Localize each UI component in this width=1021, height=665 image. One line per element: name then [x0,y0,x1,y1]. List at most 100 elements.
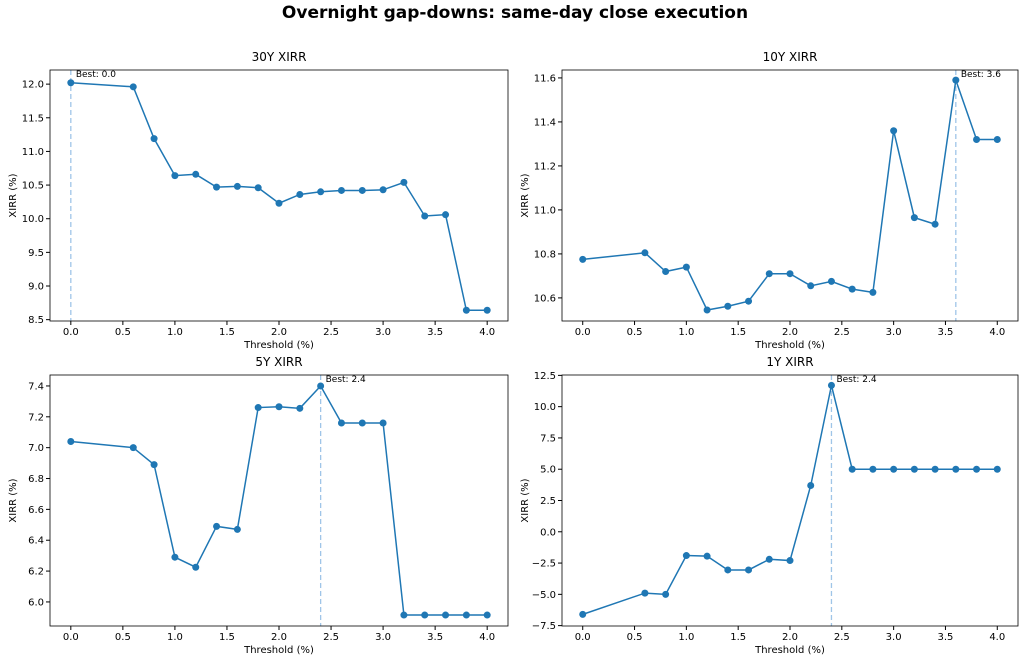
point [275,199,283,207]
y-axis-label: XIRR (%) [8,478,19,522]
point [807,481,815,489]
x-tick-label: 1.0 [678,327,694,338]
point [213,522,221,530]
x-tick-label: 1.0 [167,327,183,338]
series-line [70,384,488,616]
point [254,184,262,192]
point [745,566,753,574]
point [129,444,137,452]
point [662,268,670,276]
point [233,182,241,190]
point [641,249,649,257]
x-tick-label: 3.5 [938,632,954,643]
point [358,419,366,427]
best-annotation: Best: 2.4 [836,375,876,385]
point [890,127,898,135]
x-tick-label: 4.0 [989,632,1005,643]
x-tick-label: 2.0 [782,327,798,338]
x-tick-label: 0.5 [627,632,643,643]
point [400,178,408,186]
point [724,302,732,310]
subplot-title: 1Y XIRR [766,355,813,369]
y-tick-label: 7.4 [28,381,44,392]
y-tick-label: 10.5 [22,181,44,192]
point [869,465,877,473]
point [254,404,262,412]
y-tick-label: −2.5 [532,559,556,570]
x-tick-label: 2.5 [834,327,850,338]
point [192,563,200,571]
x-tick-label: 1.5 [219,632,235,643]
series-line [70,82,488,311]
point [993,136,1001,144]
x-axis-label: Threshold (%) [754,340,825,351]
point [952,465,960,473]
x-axis-label: Threshold (%) [754,645,825,656]
x-tick-label: 1.0 [167,632,183,643]
x-axis-label: Threshold (%) [243,340,314,351]
point [129,83,137,91]
point [275,403,283,411]
y-tick-label: 8.5 [28,315,44,326]
point [724,566,732,574]
point [641,589,649,597]
y-tick-label: 11.4 [534,117,556,128]
x-tick-label: 0.5 [627,327,643,338]
point [67,79,75,87]
y-tick-label: 9.0 [28,282,44,293]
point [462,611,470,619]
point [483,306,491,314]
x-tick-label: 3.0 [886,632,902,643]
point [703,306,711,314]
x-tick-label: 2.5 [834,632,850,643]
subplot-title: 5Y XIRR [255,355,302,369]
x-tick-label: 0.0 [575,632,591,643]
point [993,465,1001,473]
point [442,611,450,619]
y-tick-label: 10.6 [534,293,556,304]
point [337,186,345,194]
point [973,465,981,473]
y-tick-label: 6.8 [28,474,44,485]
axes-frame [49,69,509,322]
x-axis-label: Threshold (%) [243,645,314,656]
point [421,212,429,220]
y-tick-label: 7.5 [540,433,556,444]
point [213,183,221,191]
y-axis-label: XIRR (%) [520,478,531,522]
x-tick-label: 4.0 [479,632,495,643]
point [827,277,835,285]
y-tick-label: 10.0 [534,402,556,413]
best-annotation: Best: 0.0 [76,70,116,80]
point [296,190,304,198]
point [317,188,325,196]
point [317,382,325,390]
point [807,282,815,290]
point [150,461,158,469]
x-tick-label: 1.0 [678,632,694,643]
x-tick-label: 2.0 [271,632,287,643]
y-tick-label: 10.8 [534,249,556,260]
point [358,186,366,194]
y-tick-label: 6.0 [28,597,44,608]
point [442,211,450,219]
x-tick-label: 0.5 [115,327,131,338]
point [931,465,939,473]
x-tick-label: 3.5 [427,632,443,643]
x-tick-label: 2.5 [323,632,339,643]
y-tick-label: 6.6 [28,505,44,516]
point [848,465,856,473]
x-tick-label: 0.0 [63,327,79,338]
point [765,555,773,563]
point [150,135,158,143]
point [786,557,794,565]
axes-frame [561,374,1019,627]
x-tick-label: 0.5 [115,632,131,643]
y-tick-label: 5.0 [540,465,556,476]
axes-frame [49,374,509,627]
y-tick-label: 2.5 [540,496,556,507]
subplot-title: 10Y XIRR [763,50,818,64]
y-tick-label: 7.2 [28,412,44,423]
point [973,136,981,144]
